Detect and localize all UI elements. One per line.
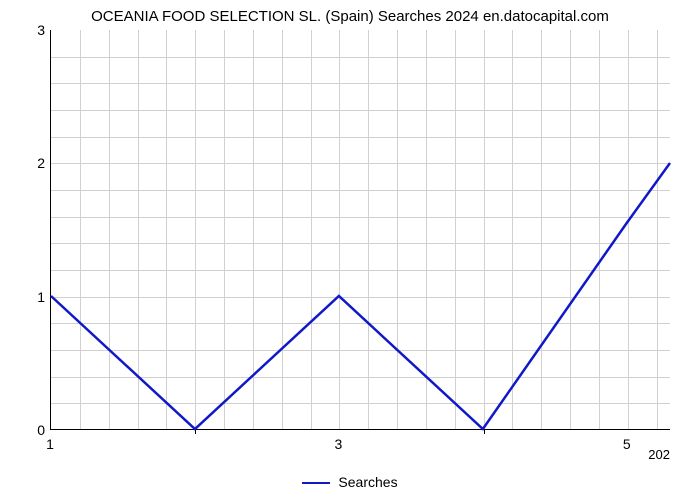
- y-tick-label: 2: [30, 155, 45, 171]
- x-tick-label: 3: [334, 436, 342, 452]
- legend: Searches: [0, 474, 700, 490]
- legend-line-icon: [302, 482, 330, 484]
- chart-title: OCEANIA FOOD SELECTION SL. (Spain) Searc…: [0, 8, 700, 25]
- legend-label: Searches: [338, 474, 397, 490]
- y-tick-label: 0: [30, 422, 45, 438]
- plot-area: [50, 30, 670, 430]
- x-tick-label: 1: [46, 436, 54, 452]
- line-series: [51, 30, 670, 429]
- x-axis-right-label: 202: [648, 447, 670, 462]
- x-tick-label: 5: [623, 436, 631, 452]
- y-tick-label: 1: [30, 289, 45, 305]
- y-tick-label: 3: [30, 22, 45, 38]
